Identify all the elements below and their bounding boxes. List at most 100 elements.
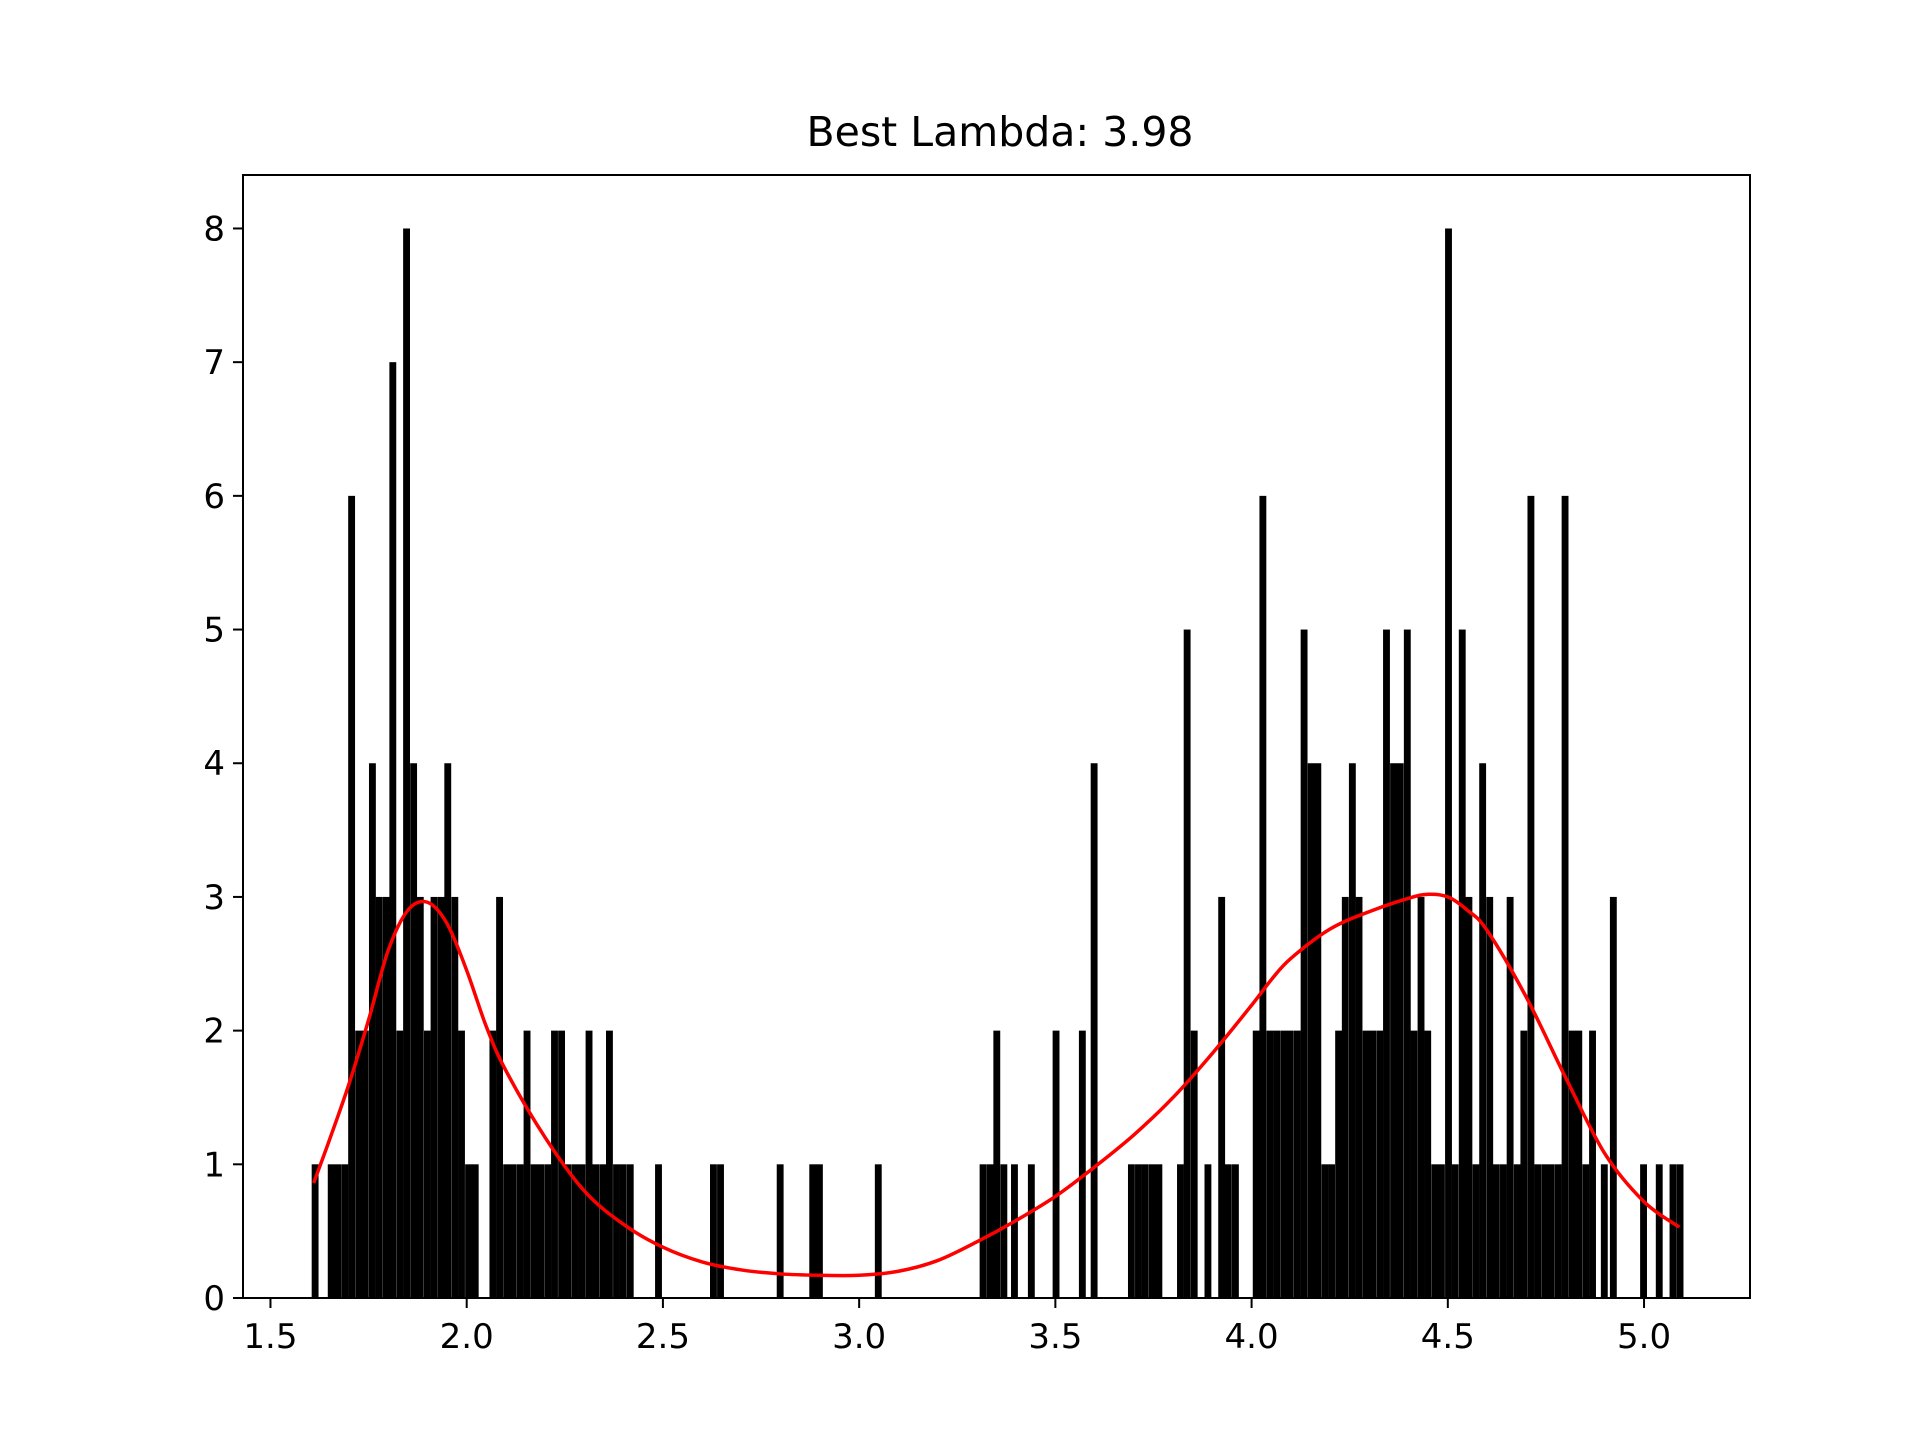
histogram-bar <box>416 896 424 1298</box>
histogram-bar <box>1390 763 1397 1298</box>
y-tick-label: 1 <box>203 1145 225 1185</box>
histogram-bar <box>451 896 459 1298</box>
histogram-bar <box>776 1164 784 1298</box>
histogram-bar <box>1582 1164 1590 1298</box>
histogram-bar <box>1369 1030 1377 1298</box>
histogram-bar <box>585 1030 593 1298</box>
histogram-bar <box>430 896 438 1298</box>
histogram-bar <box>1321 1164 1329 1298</box>
histogram-bar <box>815 1164 823 1298</box>
y-tick-label: 5 <box>203 611 225 651</box>
histogram-bar <box>571 1164 579 1298</box>
x-tick-label: 4.5 <box>1421 1317 1475 1357</box>
histogram-bar <box>1348 763 1356 1298</box>
histogram-bar <box>1078 1030 1086 1298</box>
histogram-bar <box>1506 896 1514 1298</box>
histogram-bar <box>396 1030 404 1298</box>
histogram-bar <box>606 1030 613 1298</box>
histogram-bar <box>410 763 418 1298</box>
x-tick-label: 3.5 <box>1028 1317 1082 1357</box>
y-tick-label: 6 <box>203 477 225 517</box>
y-axis: 0 1 2 3 4 5 6 7 8 <box>203 209 243 1319</box>
histogram-bar <box>1445 228 1452 1299</box>
histogram-bar <box>341 1164 349 1298</box>
histogram-bar <box>1520 1030 1528 1298</box>
histogram-bar <box>465 1164 472 1298</box>
histogram-bar <box>334 1164 342 1298</box>
histogram-bar <box>1383 629 1390 1298</box>
histogram-bar <box>1513 1164 1521 1298</box>
histogram-bar <box>1090 763 1098 1298</box>
histogram-bar <box>368 763 376 1298</box>
histogram-bar <box>551 1030 558 1298</box>
histogram-bar <box>1355 896 1363 1298</box>
histogram-bar <box>1218 896 1226 1298</box>
histogram-bar <box>1224 1164 1232 1298</box>
histogram-bar <box>530 1164 538 1298</box>
x-axis: 1.5 2.0 2.5 3.0 3.5 4.0 4.5 5.0 <box>243 1298 1671 1357</box>
histogram-bar <box>389 362 397 1298</box>
histogram-bar <box>437 896 445 1298</box>
histogram-bar <box>1376 1030 1384 1298</box>
histogram-bar <box>1135 1164 1142 1298</box>
histogram-bar <box>382 896 390 1298</box>
histogram-bar <box>523 1030 531 1298</box>
histogram-bar <box>809 1164 817 1298</box>
histogram-bar <box>1177 1164 1184 1298</box>
histogram-bar <box>348 495 356 1298</box>
histogram-bar <box>1527 495 1535 1298</box>
histogram-bar <box>1669 1164 1677 1298</box>
histogram-bar <box>1589 1030 1596 1298</box>
y-tick-label: 2 <box>203 1012 225 1052</box>
histogram-bar <box>1027 1164 1035 1298</box>
histogram-bar <box>516 1164 524 1298</box>
y-tick-label: 7 <box>203 343 225 383</box>
histogram-bar <box>626 1164 634 1298</box>
histogram-bar <box>1141 1164 1149 1298</box>
histogram-bar <box>599 1164 607 1298</box>
histogram-bar <box>578 1164 586 1298</box>
histogram-bar <box>403 228 410 1299</box>
histogram-bar <box>1500 1164 1507 1298</box>
histogram-bar <box>1328 1164 1335 1298</box>
x-tick-label: 3.0 <box>832 1317 886 1357</box>
histogram-bar <box>1286 1030 1294 1298</box>
x-tick-label: 5.0 <box>1617 1317 1671 1357</box>
histogram-bar <box>1554 1164 1562 1298</box>
histogram-bar <box>1547 1164 1555 1298</box>
histogram-bar <box>710 1164 717 1298</box>
histogram-bar <box>1438 1164 1445 1298</box>
histogram-bar <box>1541 1164 1549 1298</box>
histogram-bar <box>1000 1164 1008 1298</box>
histogram-bar <box>375 896 383 1298</box>
histogram-bar <box>655 1164 662 1298</box>
histogram-bar <box>1341 896 1349 1298</box>
chart-title: Best Lambda: 3.98 <box>806 108 1193 156</box>
histogram-bar <box>1011 1164 1018 1298</box>
histogram-bar <box>717 1164 724 1298</box>
histogram-bar <box>1259 495 1267 1298</box>
y-tick-label: 3 <box>203 878 225 918</box>
x-tick-label: 1.5 <box>243 1317 297 1357</box>
histogram-bar <box>1127 1164 1135 1298</box>
histogram-bar <box>509 1164 517 1298</box>
histogram-bar <box>1417 896 1425 1298</box>
histogram-bar <box>1335 1030 1343 1298</box>
histogram-bar <box>1307 763 1315 1298</box>
histogram-bar <box>1148 1164 1156 1298</box>
histogram-bar <box>355 1030 363 1298</box>
histogram-bar <box>458 1030 465 1298</box>
histogram-bar <box>564 1164 572 1298</box>
histogram-bar <box>1534 1164 1542 1298</box>
histogram-bar <box>327 1164 335 1298</box>
histogram-bar <box>979 1164 987 1298</box>
histogram-bar <box>592 1164 600 1298</box>
histogram-bar <box>1266 1030 1274 1298</box>
histogram-bar <box>496 896 503 1298</box>
histogram-bar <box>1314 763 1322 1298</box>
histogram-bar <box>1231 1164 1239 1298</box>
histogram-bar <box>613 1164 620 1298</box>
histogram-bar <box>489 1030 497 1298</box>
histogram-bar <box>1300 629 1308 1298</box>
